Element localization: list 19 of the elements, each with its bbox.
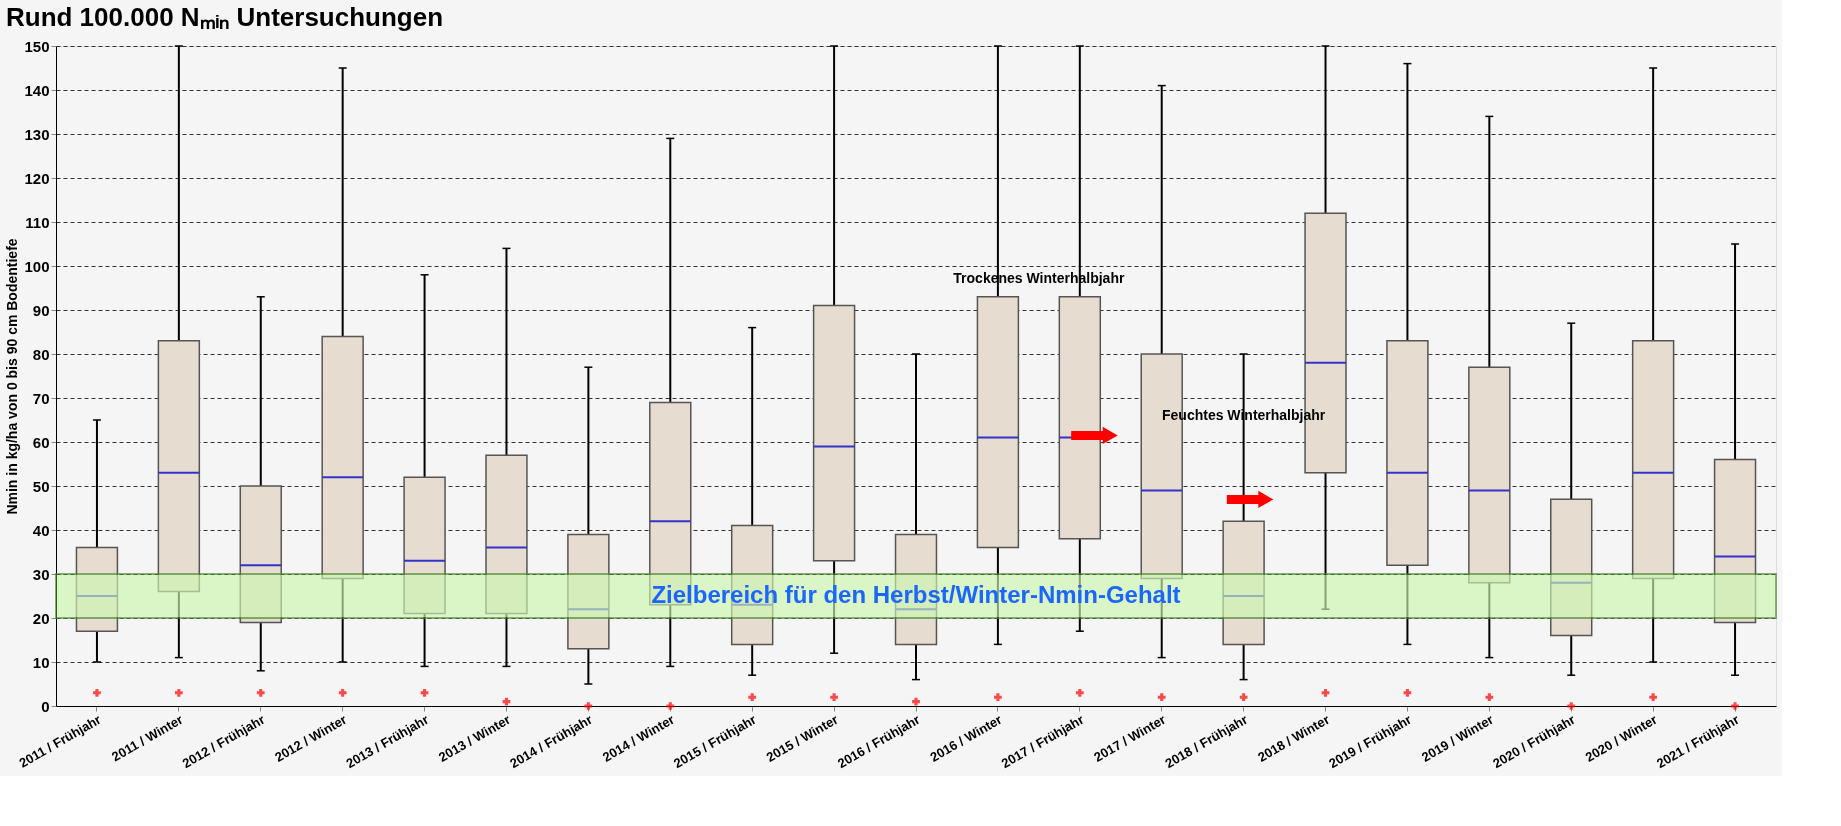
y-tick-label: 40: [32, 521, 50, 539]
y-tick-label: 80: [32, 345, 50, 363]
y-tick-label: 0: [41, 697, 50, 715]
y-tick-label: 20: [32, 609, 50, 627]
y-tick-label: 150: [24, 37, 50, 55]
y-tick-label: 70: [32, 389, 50, 407]
y-tick-label: 90: [32, 301, 50, 319]
y-tick-label: 30: [32, 565, 50, 583]
y-tick-label: 50: [32, 477, 50, 495]
y-tick-label: 120: [24, 169, 50, 187]
y-axis-title: Nmin in kg/ha von 0 bis 90 cm Bodentiefe: [4, 238, 21, 515]
band-label: Zielbereich für den Herbst/Winter-Nmin-Gehalt: [651, 581, 1181, 608]
y-tick-label: 130: [24, 125, 50, 143]
y-tick-label: 60: [32, 433, 50, 451]
chart-title: Rund 100.000 Nₘᵢₙ Untersuchungen: [5, 2, 444, 32]
y-tick-label: 10: [32, 653, 50, 671]
y-tick-label: 100: [24, 257, 50, 275]
y-tick-label: 110: [25, 213, 50, 231]
y-tick-label: 140: [24, 81, 50, 99]
